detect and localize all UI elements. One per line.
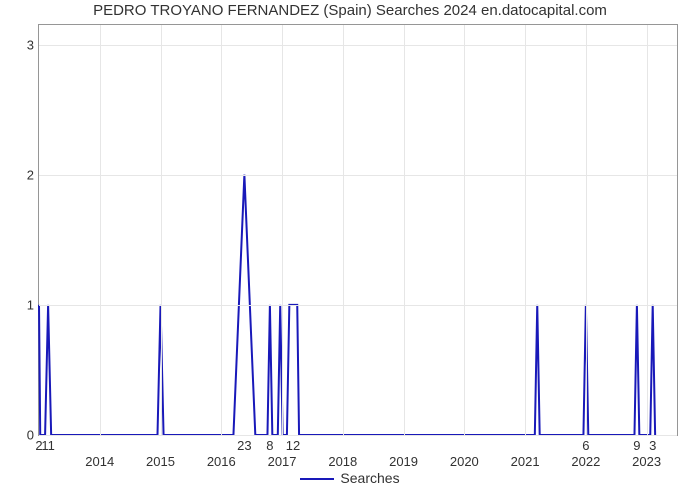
x-tick-label: 2016 — [207, 454, 236, 469]
x-tick-label: 2023 — [632, 454, 661, 469]
chart-title: PEDRO TROYANO FERNANDEZ (Spain) Searches… — [0, 2, 700, 19]
plot-area — [38, 24, 678, 436]
gridline-horizontal — [39, 175, 677, 176]
gridline-vertical — [647, 25, 648, 435]
peak-label: 11 — [41, 438, 55, 453]
x-tick-label: 2022 — [571, 454, 600, 469]
x-tick-label: 2021 — [511, 454, 540, 469]
x-tick-label: 2017 — [268, 454, 297, 469]
y-tick-label: 1 — [4, 297, 34, 312]
peak-label: 6 — [582, 438, 589, 453]
gridline-vertical — [404, 25, 405, 435]
peak-label: 12 — [286, 438, 300, 453]
gridline-vertical — [586, 25, 587, 435]
chart-container: PEDRO TROYANO FERNANDEZ (Spain) Searches… — [0, 0, 700, 500]
legend-swatch — [300, 478, 334, 480]
gridline-vertical — [343, 25, 344, 435]
gridline-vertical — [525, 25, 526, 435]
y-tick-label: 0 — [4, 428, 34, 443]
gridline-vertical — [221, 25, 222, 435]
gridline-vertical — [100, 25, 101, 435]
x-tick-label: 2015 — [146, 454, 175, 469]
legend: Searches — [0, 470, 700, 486]
x-tick-label: 2014 — [85, 454, 114, 469]
y-tick-label: 2 — [4, 167, 34, 182]
legend-label: Searches — [340, 470, 399, 486]
peak-label: 23 — [237, 438, 251, 453]
peak-label: 3 — [649, 438, 656, 453]
gridline-vertical — [161, 25, 162, 435]
peak-label: 9 — [633, 438, 640, 453]
gridline-vertical — [282, 25, 283, 435]
line-series — [39, 25, 677, 435]
x-tick-label: 2018 — [328, 454, 357, 469]
peak-label: 8 — [266, 438, 273, 453]
x-tick-label: 2019 — [389, 454, 418, 469]
gridline-horizontal — [39, 305, 677, 306]
x-tick-label: 2020 — [450, 454, 479, 469]
gridline-horizontal — [39, 45, 677, 46]
gridline-horizontal — [39, 435, 677, 436]
y-tick-label: 3 — [4, 37, 34, 52]
gridline-vertical — [464, 25, 465, 435]
